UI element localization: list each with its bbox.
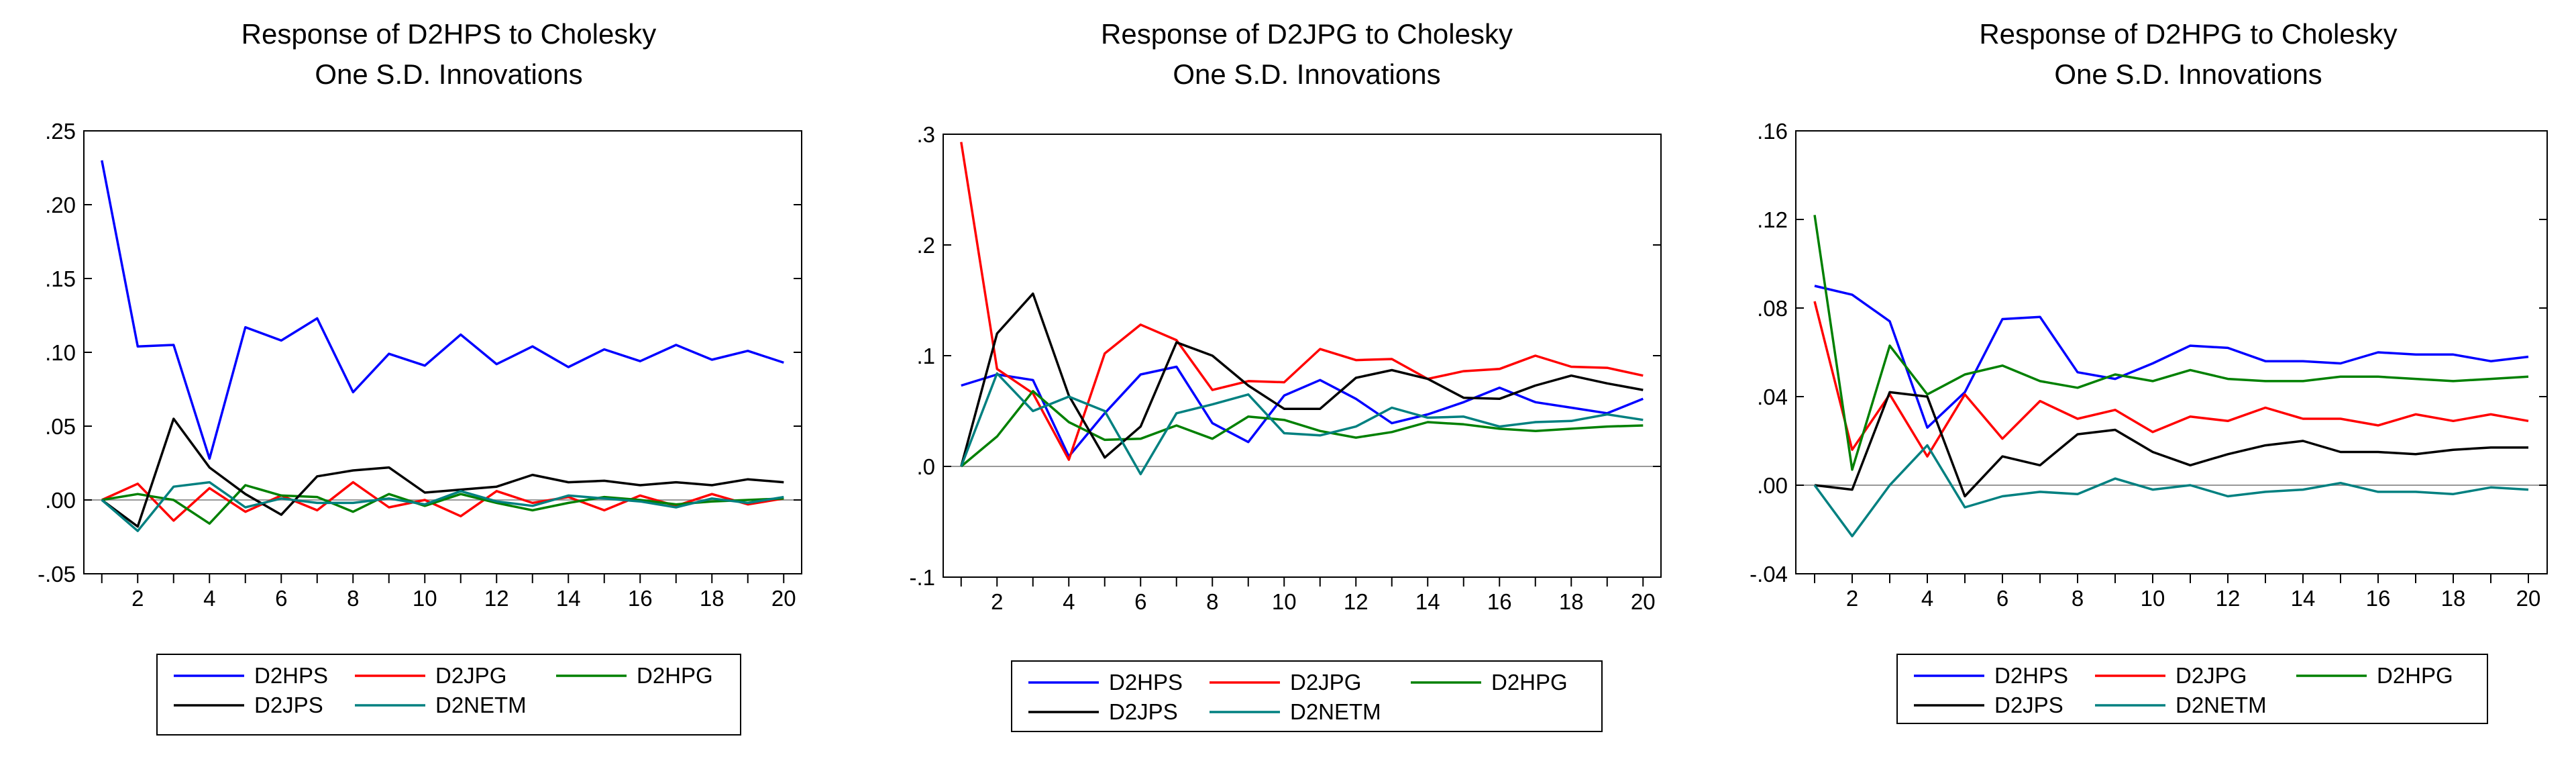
chart2-series-d2hpg [960,390,1644,468]
chart3-xtick-label: 12 [2216,586,2241,611]
chart3-ytick-label: .04 [1757,385,1788,409]
chart-panel-3: Response of D2HPG to Cholesky One S.D. In… [1750,18,2548,724]
chart3-xtick-label: 16 [2366,586,2391,611]
chart3-xtick-label: 6 [1996,586,2008,611]
chart1-series-d2jpg [101,480,784,522]
chart3-ytick-label: .00 [1757,473,1788,498]
chart3-xtick-label: 4 [1921,586,1933,611]
chart3-ytick-label: .12 [1757,207,1788,232]
chart1-xtick-label: 8 [347,586,359,611]
chart1-legend-label-d2hpg: D2HPG [637,663,713,688]
chart2-legend-label-d2hpg: D2HPG [1491,670,1568,695]
chart1-series-d2hpg [101,484,784,525]
chart2-series-d2hps [961,365,1644,458]
chart2-ytick-label: .3 [916,122,935,147]
chart-panel-2: Response of D2JPG to Cholesky One S.D. In… [909,18,1662,732]
chart3-ytick-label: .08 [1757,296,1788,321]
chart3-legend-label-d2jpg: D2JPG [2176,663,2247,688]
chart1-xtick-label: 2 [131,586,144,611]
chart1-ytick-label: .00 [45,488,76,513]
chart1-series-d2netm [101,480,784,532]
chart3-series-d2hps [1814,285,2529,429]
chart3-legend-label-d2jps: D2JPS [1994,693,2063,717]
chart3-legend-box [1896,654,2488,724]
chart1-xtick-label: 10 [413,586,437,611]
chart3-series-d2jps [1814,391,2528,498]
chart2-ytick-label: .0 [916,454,935,479]
chart2-series-d2jpg [960,142,1644,461]
chart1-ytick-label: .15 [45,266,76,291]
chart2-xtick-label: 4 [1063,589,1075,614]
chart2-legend-label-d2hps: D2HPS [1109,670,1183,695]
chart3-xtick-label: 10 [2141,586,2165,611]
chart2-xtick-label: 10 [1272,589,1297,614]
chart1-legend-label-d2jps: D2JPS [254,693,323,717]
chart1-ytick-label: .05 [45,414,76,439]
chart1-xtick-label: 20 [771,586,796,611]
chart3-ytick-label: -.04 [1750,562,1788,587]
chart2-subtitle: One S.D. Innovations [1173,58,1440,90]
chart1-ytick-label: .10 [45,340,76,365]
chart1-xtick-label: 14 [556,586,581,611]
chart3-plot-frame [1795,130,2548,574]
chart2-series-d2jps [960,292,1644,467]
chart2-legend-box [1011,660,1603,732]
chart3-ytick-label: .16 [1757,119,1788,144]
chart2-ytick-label: -.1 [909,565,935,590]
chart2-legend-label-d2netm: D2NETM [1290,699,1381,724]
chart1-xtick-label: 4 [203,586,215,611]
chart1-xtick-label: 18 [700,586,724,611]
chart1-xtick-label: 16 [628,586,653,611]
chart3-xtick-label: 14 [2291,586,2316,611]
chart3-subtitle: One S.D. Innovations [2054,58,2322,90]
chart3-legend-label-d2hps: D2HPS [1994,663,2068,688]
chart1-legend-label-d2jpg: D2JPG [435,663,506,688]
chart1-legend-label-d2netm: D2NETM [435,693,527,717]
chart3-legend-label-d2netm: D2NETM [2176,693,2267,717]
chart-panel-1: Response of D2HPS to Cholesky One S.D. In… [38,18,802,736]
chart3-title: Response of D2HPG to Cholesky [1979,18,2397,50]
chart2-xtick-label: 18 [1559,589,1584,614]
chart3-xtick-label: 8 [2072,586,2084,611]
chart3-xtick-label: 2 [1846,586,1858,611]
chart2-xtick-label: 2 [991,589,1003,614]
chart1-series-d2jps [101,417,784,528]
chart1-subtitle: One S.D. Innovations [315,58,582,90]
chart1-ytick-label: -.05 [38,562,76,587]
chart2-xtick-label: 12 [1344,589,1368,614]
chart3-legend-label-d2hpg: D2HPG [2377,663,2453,688]
chart1-title: Response of D2HPS to Cholesky [241,18,657,50]
chart2-legend-label-d2jps: D2JPS [1109,699,1178,724]
chart2-xtick-label: 16 [1487,589,1512,614]
chart1-series-d2hps [101,160,784,460]
chart2-xtick-label: 14 [1415,589,1440,614]
chart2-title: Response of D2JPG to Cholesky [1101,18,1513,50]
chart2-ytick-label: .1 [916,344,935,368]
chart2-xtick-label: 20 [1631,589,1656,614]
chart2-ytick-label: .2 [916,233,935,258]
chart3-xtick-label: 18 [2441,586,2466,611]
chart3-xtick-label: 20 [2516,586,2541,611]
chart1-legend-box [156,654,741,736]
chart1-xtick-label: 12 [484,586,509,611]
chart1-xtick-label: 6 [275,586,287,611]
chart1-ytick-label: .20 [45,193,76,217]
chart2-xtick-label: 8 [1206,589,1218,614]
chart1-legend-label-d2hps: D2HPS [254,663,328,688]
chart3-series-d2hpg [1813,215,2529,471]
chart1-ytick-label: .25 [45,119,76,144]
chart2-xtick-label: 6 [1134,589,1146,614]
chart3-series-d2netm [1813,444,2529,538]
chart3-series-d2jpg [1813,301,2529,458]
chart2-plot-frame [943,134,1662,578]
chart2-legend-label-d2jpg: D2JPG [1290,670,1361,695]
chart2-series-d2netm [960,372,1644,476]
